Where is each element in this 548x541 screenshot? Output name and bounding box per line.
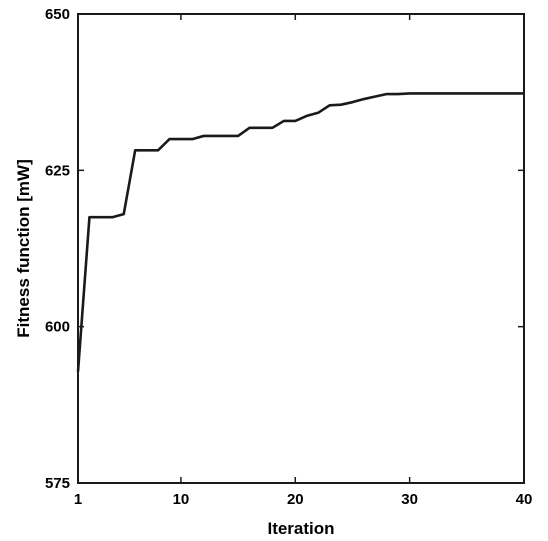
plot-layer [76, 92, 524, 372]
y-tick-label-3: 650 [45, 6, 70, 23]
series-line-0 [76, 92, 524, 372]
ticks-layer: 1 10 20 30 40 575 600 625 650 [45, 6, 532, 508]
y-tick-label-1: 600 [45, 319, 70, 336]
y-tick-label-2: 625 [45, 162, 70, 179]
x-tick-label-2: 20 [287, 491, 304, 508]
x-tick-label-1: 10 [173, 491, 190, 508]
plot-frame [77, 13, 525, 484]
x-axis-title: Iteration [267, 519, 334, 538]
x-tick-label-0: 1 [74, 491, 82, 508]
x-tick-label-4: 40 [516, 491, 533, 508]
x-tick-label-3: 30 [401, 491, 418, 508]
y-tick-label-0: 575 [45, 475, 70, 492]
y-axis-title: Fitness function [mW] [14, 159, 33, 337]
